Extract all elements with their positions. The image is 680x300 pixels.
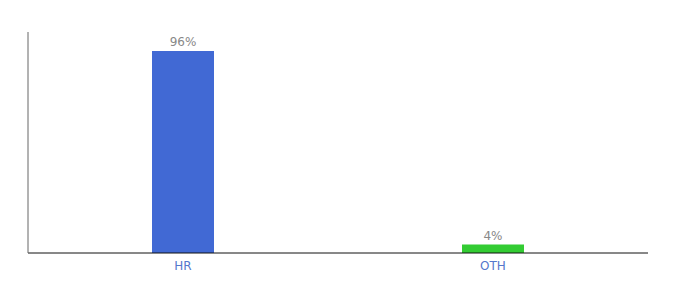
svg-text:4%: 4%: [483, 229, 502, 243]
svg-text:96%: 96%: [170, 35, 197, 49]
svg-text:HR: HR: [174, 259, 191, 273]
svg-text:OTH: OTH: [480, 259, 506, 273]
